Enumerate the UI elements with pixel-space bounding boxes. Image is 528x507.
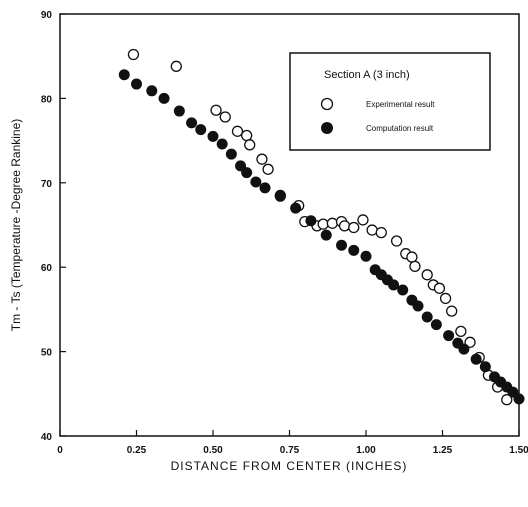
experimental-point	[366, 224, 378, 236]
experimental-point	[244, 139, 256, 151]
experimental-point	[455, 325, 467, 337]
x-tick-label: 0.75	[280, 445, 300, 456]
legend-label-computation: Computation result	[366, 124, 434, 133]
y-tick-label: 90	[41, 10, 53, 21]
computation-point	[241, 167, 253, 179]
computation-point	[443, 330, 455, 342]
y-tick-label: 40	[41, 432, 53, 443]
computation-point	[397, 284, 409, 296]
computation-point	[360, 250, 372, 262]
x-tick-label: 0.50	[203, 445, 223, 456]
experimental-point	[317, 218, 329, 230]
computation-point	[458, 343, 470, 355]
y-axis-ticks: 40 50 60 70 80 90	[41, 10, 66, 443]
computation-point	[430, 319, 442, 331]
computation-point	[259, 182, 271, 194]
legend: Section A (3 inch) Experimental result C…	[289, 52, 491, 151]
computation-point	[216, 138, 228, 150]
experimental-point	[231, 125, 244, 137]
computation-point	[250, 176, 262, 188]
y-tick-label: 50	[41, 348, 53, 359]
y-tick-label: 80	[41, 94, 53, 105]
computation-point	[118, 69, 130, 81]
experimental-point	[446, 305, 458, 317]
computation-point	[195, 124, 207, 136]
computation-point	[348, 244, 360, 256]
computation-point	[320, 229, 332, 241]
computation-point	[274, 190, 286, 202]
x-tick-label: 0	[57, 445, 63, 456]
experimental-point	[338, 220, 351, 232]
experimental-point	[433, 282, 446, 294]
experimental-point	[406, 251, 418, 263]
computation-point	[388, 279, 400, 291]
computation-point	[131, 78, 142, 90]
experimental-point	[210, 104, 222, 116]
x-axis-ticks: 0 0.25 0.50 0.75 1.00 1.25 1.50	[57, 430, 528, 456]
y-tick-label: 70	[41, 179, 53, 190]
experimental-point	[256, 153, 268, 165]
experimental-point	[262, 163, 274, 175]
experimental-point	[170, 60, 182, 72]
y-tick-label: 60	[41, 263, 53, 274]
experimental-point	[357, 214, 369, 226]
computation-point	[146, 85, 158, 97]
experimental-point	[390, 235, 403, 247]
x-tick-label: 1.25	[433, 445, 453, 456]
computation-point	[158, 92, 170, 104]
experimental-point	[439, 292, 452, 305]
computation-point	[225, 148, 237, 160]
computation-point	[173, 105, 185, 117]
experimental-point	[421, 269, 433, 281]
experimental-point	[219, 111, 231, 123]
x-tick-label: 1.50	[509, 445, 528, 456]
computation-point	[186, 117, 198, 129]
computation-point	[479, 361, 491, 373]
legend-marker-experimental	[320, 97, 334, 111]
computation-point	[207, 130, 219, 142]
experimental-point	[241, 129, 253, 142]
computation-point	[412, 300, 424, 312]
legend-label-experimental: Experimental result	[366, 100, 435, 109]
experimental-point	[326, 217, 338, 229]
x-axis-title: DISTANCE FROM CENTER (INCHES)	[171, 459, 408, 473]
x-tick-label: 1.00	[356, 445, 376, 456]
computation-point	[513, 393, 525, 405]
legend-marker-computation	[321, 122, 333, 134]
experimental-point	[348, 221, 360, 234]
experimental-point	[464, 336, 476, 348]
experimental-point	[409, 260, 421, 273]
series-computation	[118, 69, 525, 405]
x-tick-label: 0.25	[127, 445, 147, 456]
experimental-point	[375, 226, 387, 239]
computation-point	[421, 311, 433, 323]
experimental-point	[127, 48, 140, 61]
computation-point	[336, 239, 348, 251]
legend-title: Section A (3 inch)	[324, 69, 410, 81]
experimental-point	[501, 394, 513, 406]
computation-point	[470, 353, 482, 365]
computation-point	[290, 202, 302, 214]
y-axis-title: Tm - Ts (Temperature -Degree Rankine)	[9, 119, 23, 332]
computation-point	[305, 215, 317, 227]
